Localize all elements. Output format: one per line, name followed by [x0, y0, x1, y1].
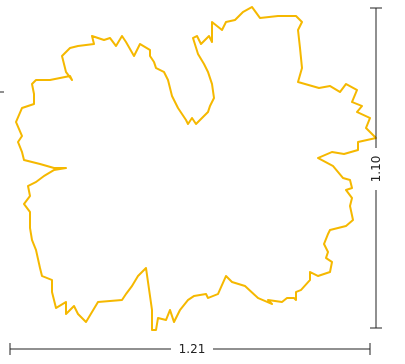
height-label: 1.10: [369, 156, 383, 183]
height-dimension: 1.10: [369, 7, 383, 329]
leaf-outline: [15, 6, 377, 331]
width-label: 1.21: [179, 342, 206, 356]
width-dimension: 1.21: [9, 342, 371, 356]
